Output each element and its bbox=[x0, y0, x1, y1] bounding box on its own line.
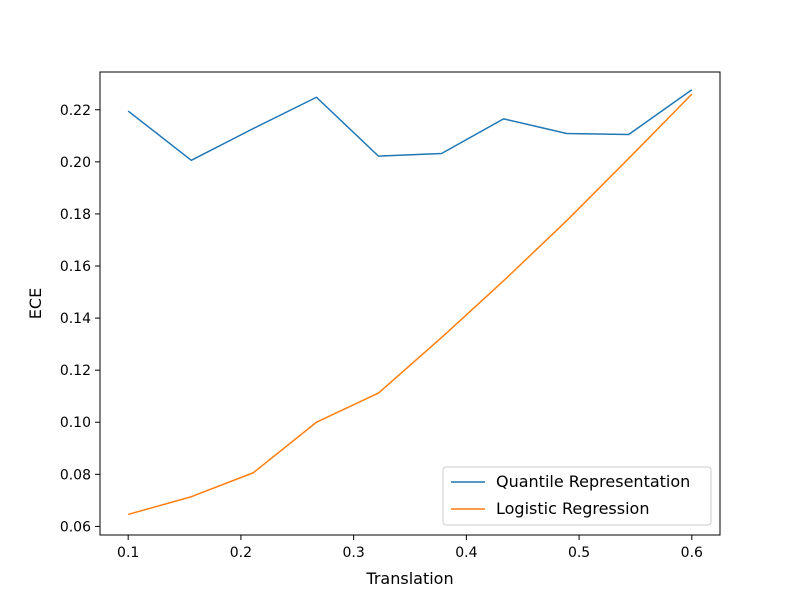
x-tick-label: 0.5 bbox=[568, 545, 590, 561]
legend-label-2: Logistic Regression bbox=[496, 499, 649, 518]
x-tick-label: 0.2 bbox=[230, 545, 252, 561]
y-axis-ticks: 0.06 0.08 0.10 0.12 0.14 0.16 0.18 0.20 0.22 bbox=[60, 103, 100, 535]
y-tick-label: 0.10 bbox=[60, 415, 91, 431]
series-line-1 bbox=[127, 89, 693, 162]
x-axis-ticks: 0.1 0.2 0.3 0.4 0.5 0.6 bbox=[117, 535, 703, 561]
x-tick-label: 0.3 bbox=[343, 545, 365, 561]
y-tick-label: 0.20 bbox=[60, 155, 91, 171]
y-tick-label: 0.16 bbox=[60, 259, 91, 275]
series-line-2 bbox=[127, 93, 693, 516]
x-tick-label: 0.6 bbox=[681, 545, 703, 561]
series-lines bbox=[127, 89, 693, 516]
y-axis-label: ECE bbox=[26, 288, 45, 319]
legend-box bbox=[442, 466, 712, 526]
y-tick-label: 0.14 bbox=[60, 311, 91, 327]
x-tick-label: 0.1 bbox=[117, 545, 139, 561]
y-tick-label: 0.06 bbox=[60, 519, 91, 535]
x-axis-label: Translation bbox=[365, 569, 453, 588]
y-tick-label: 0.08 bbox=[60, 467, 91, 483]
legend-label-1: Quantile Representation bbox=[496, 472, 690, 491]
y-tick-label: 0.22 bbox=[60, 103, 91, 119]
x-tick-label: 0.4 bbox=[455, 545, 477, 561]
legend: Quantile Representation Logistic Regressi… bbox=[442, 466, 712, 526]
y-tick-label: 0.12 bbox=[60, 363, 91, 379]
plot-area-frame bbox=[99, 71, 721, 536]
y-tick-label: 0.18 bbox=[60, 207, 91, 223]
